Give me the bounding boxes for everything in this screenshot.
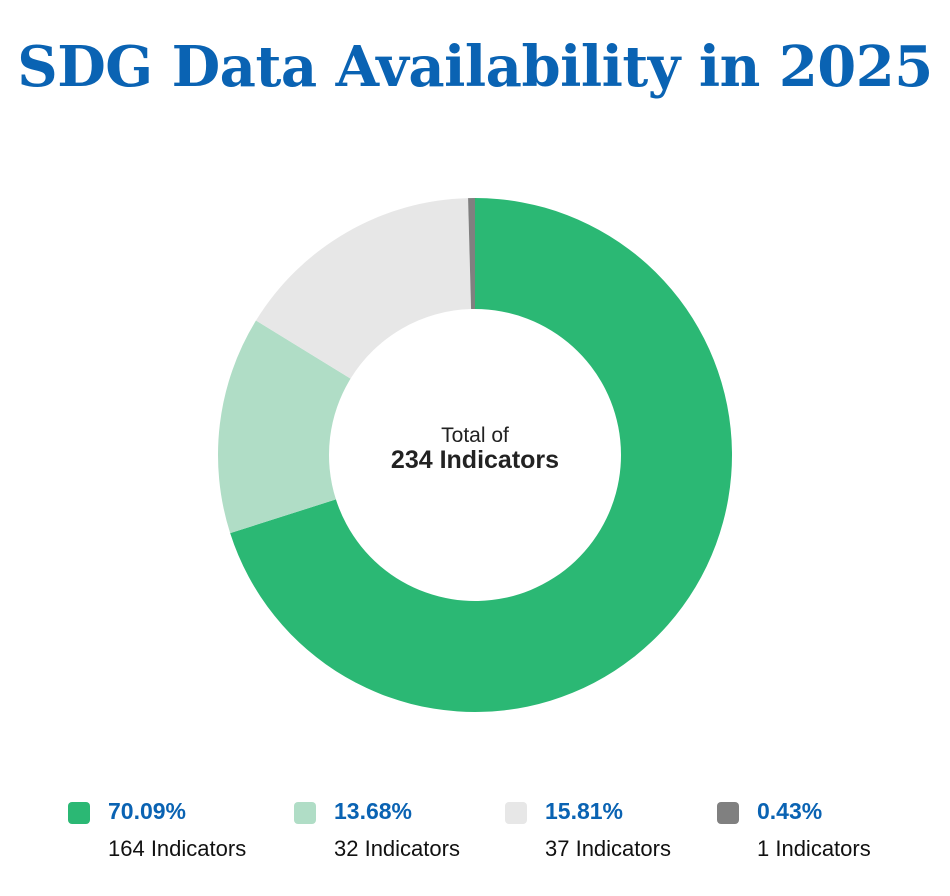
legend-swatch-3 [505,802,527,824]
legend-percent-4: 0.43% [757,798,823,824]
donut-slice-3 [255,198,472,379]
donut-center-label: Total of 234 Indicators [325,424,625,474]
legend-percent-2: 13.68% [334,798,413,824]
chart-title: SDG Data Availability in 2025 [17,34,933,100]
legend-count-4: 1 Indicators [757,836,871,861]
legend-swatch-4 [717,802,739,824]
center-label-total: 234 Indicators [390,446,560,474]
donut-slice-1 [230,198,732,712]
center-label-line1: Total of [441,424,509,447]
legend-count-3: 37 Indicators [545,836,671,861]
legend-count-1: 164 Indicators [108,836,247,861]
legend-percent-3: 15.81% [545,798,624,824]
legend-swatch-2 [294,802,316,824]
legend-percent-1: 70.09% [108,798,187,824]
legend-swatch-1 [68,802,90,824]
legend-count-2: 32 Indicators [334,836,460,861]
donut-slice-4 [468,198,475,310]
donut-slice-2 [217,320,351,534]
